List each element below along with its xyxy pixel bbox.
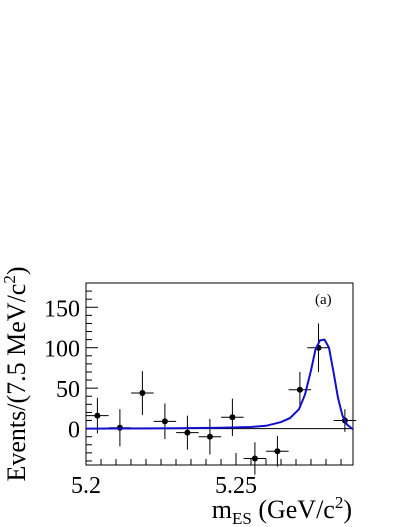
point-marker bbox=[139, 390, 146, 397]
y-axis-label-sup: 2 bbox=[0, 275, 19, 284]
data-point bbox=[198, 418, 222, 455]
x-axis-label: mES (GeV/c2) bbox=[212, 493, 352, 527]
point-marker bbox=[274, 448, 281, 455]
y-tick-label: 100 bbox=[44, 337, 80, 363]
y-tick-label: 0 bbox=[68, 418, 80, 444]
data-point bbox=[131, 371, 154, 415]
data-point bbox=[266, 435, 289, 467]
data-point bbox=[243, 442, 267, 475]
point-marker bbox=[251, 455, 258, 462]
data-point bbox=[288, 371, 312, 408]
y-axis-ticks: 0 50 100 150 bbox=[44, 282, 98, 462]
x-axis-ticks: 5.2 5.25 bbox=[71, 453, 342, 499]
point-marker bbox=[94, 412, 101, 419]
data-point bbox=[176, 415, 199, 450]
data-point bbox=[307, 323, 330, 372]
panel-label: (a) bbox=[315, 292, 332, 308]
data-point bbox=[153, 403, 177, 440]
y-axis-label: Events/(7.5 MeV/c2) bbox=[0, 266, 31, 481]
x-axis-label-main: m bbox=[212, 495, 232, 524]
x-axis-label-unit: (GeV/c bbox=[252, 495, 335, 524]
point-marker bbox=[206, 433, 213, 440]
x-axis-label-sup: 2 bbox=[335, 493, 344, 512]
data-point bbox=[86, 397, 109, 434]
y-axis-label-close: ) bbox=[2, 266, 31, 275]
data-point bbox=[221, 398, 244, 436]
point-marker bbox=[184, 429, 191, 436]
x-axis-label-sub: ES bbox=[232, 509, 252, 527]
y-tick-label: 150 bbox=[44, 296, 80, 322]
x-tick-label: 5.25 bbox=[215, 473, 257, 499]
data-points bbox=[86, 323, 357, 475]
plot-frame bbox=[85, 282, 354, 466]
point-marker bbox=[161, 418, 168, 425]
fit-curve bbox=[85, 338, 354, 431]
point-marker bbox=[229, 414, 236, 421]
y-axis-label-text: Events/(7.5 MeV/c bbox=[2, 284, 31, 482]
y-tick-label: 50 bbox=[56, 377, 80, 403]
x-axis-label-close: ) bbox=[343, 495, 352, 524]
point-marker bbox=[296, 386, 303, 393]
x-tick-label: 5.2 bbox=[71, 473, 101, 499]
